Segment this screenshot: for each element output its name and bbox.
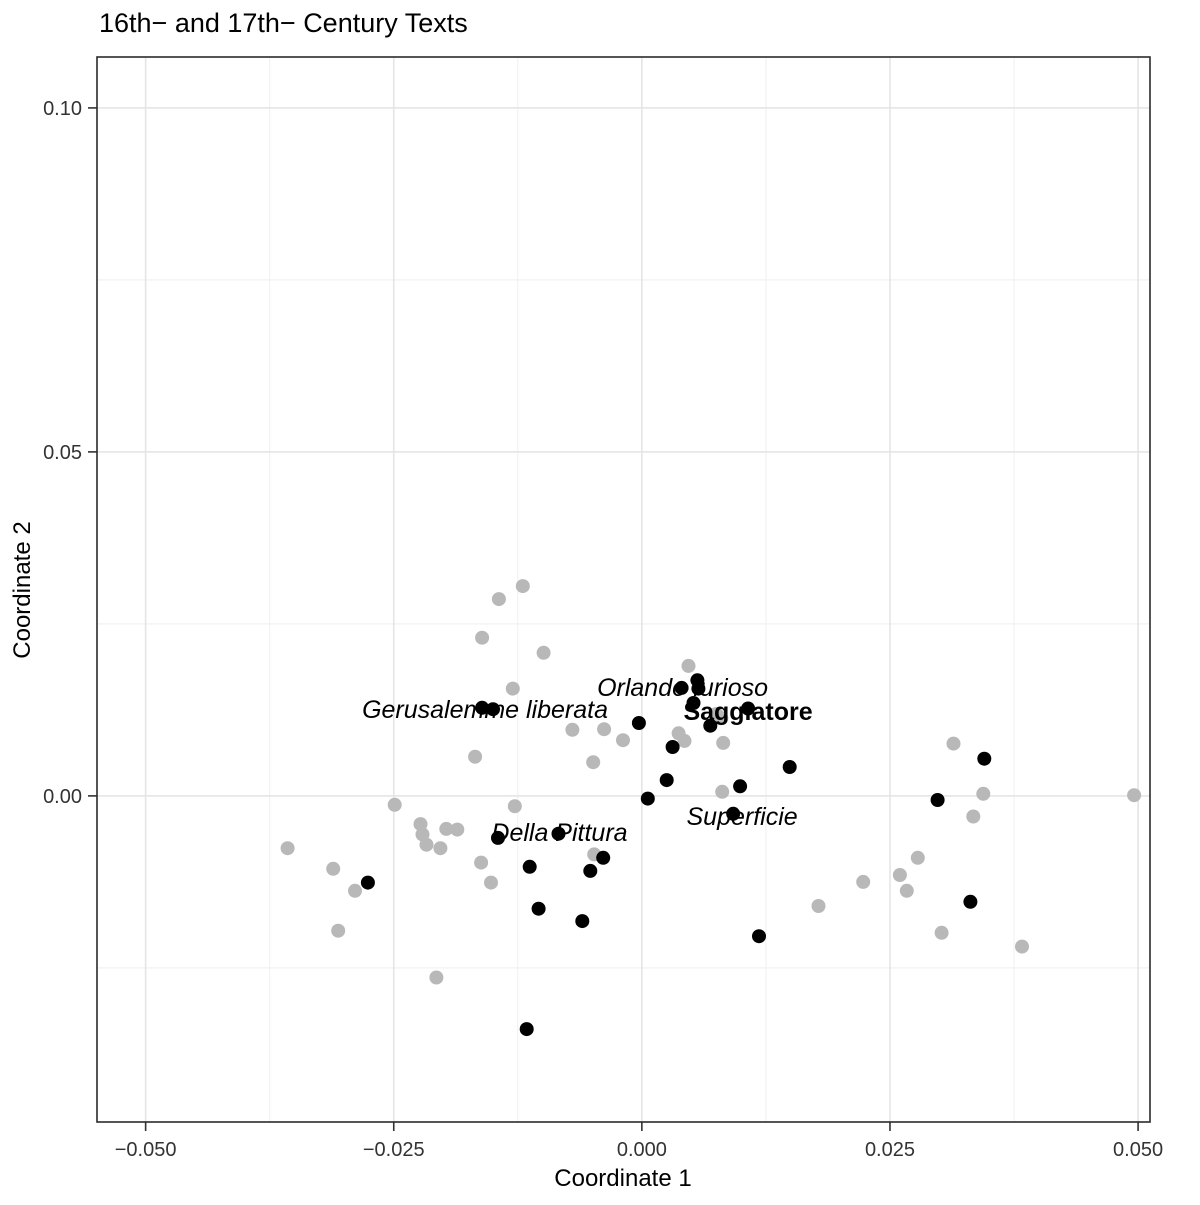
gray-texts-point bbox=[331, 923, 346, 938]
data-points bbox=[280, 579, 1142, 1037]
major-gridlines bbox=[97, 57, 1150, 1122]
gray-texts-point bbox=[714, 711, 729, 726]
black-texts-point bbox=[491, 830, 505, 845]
gray-texts-point bbox=[966, 809, 981, 824]
black-texts-point bbox=[519, 1022, 534, 1037]
minor-gridlines bbox=[97, 57, 1150, 1122]
gray-texts-point bbox=[1015, 939, 1029, 954]
black-texts-point bbox=[691, 681, 706, 696]
x-tick-label: 0.025 bbox=[865, 1139, 915, 1161]
y-tick-label: 0.05 bbox=[43, 442, 82, 464]
black-texts-point bbox=[659, 773, 674, 788]
gray-texts-point bbox=[474, 855, 489, 870]
gray-texts-point bbox=[899, 883, 914, 898]
text-label: Saggiatore bbox=[683, 698, 812, 726]
gray-texts-point bbox=[892, 868, 907, 882]
text-label: Della Pittura bbox=[491, 819, 627, 847]
black-texts-point bbox=[977, 751, 992, 766]
black-texts-point bbox=[703, 718, 718, 733]
gray-texts-point bbox=[1127, 788, 1142, 803]
gray-texts-point bbox=[433, 841, 448, 856]
gray-texts-point bbox=[681, 658, 696, 673]
gray-texts-point bbox=[811, 899, 826, 913]
gray-texts-point bbox=[946, 736, 961, 751]
text-label: Gerusalemme liberata bbox=[362, 696, 608, 724]
y-tick-label: 0.00 bbox=[43, 786, 82, 808]
black-texts-point bbox=[596, 850, 611, 865]
x-tick-label: 0.050 bbox=[1113, 1139, 1163, 1161]
black-texts-point bbox=[665, 740, 680, 754]
x-tick-label: −0.050 bbox=[115, 1139, 177, 1161]
y-tick-label: 0.10 bbox=[43, 98, 82, 120]
gray-texts-point bbox=[475, 630, 490, 645]
black-texts-point bbox=[741, 701, 756, 716]
text-label: Superficie bbox=[687, 803, 798, 831]
black-texts-point bbox=[631, 716, 646, 730]
chart-title: 16th− and 17th− Century Texts bbox=[99, 8, 468, 38]
gray-texts-point bbox=[468, 749, 483, 764]
black-texts-point bbox=[551, 826, 566, 841]
black-texts-point bbox=[522, 859, 537, 874]
gray-texts-point bbox=[677, 733, 692, 748]
gray-texts-point bbox=[450, 822, 465, 837]
gray-texts-point bbox=[616, 733, 630, 748]
gray-texts-point bbox=[515, 579, 530, 594]
gray-texts-point bbox=[934, 925, 949, 940]
gray-texts-point bbox=[326, 861, 341, 876]
x-tick-label: −0.025 bbox=[363, 1139, 425, 1161]
black-texts-point bbox=[640, 791, 655, 806]
gray-texts-point bbox=[910, 850, 925, 865]
gray-texts-point bbox=[856, 874, 871, 889]
gray-texts-point bbox=[565, 722, 580, 737]
gray-texts-point bbox=[716, 735, 731, 750]
gray-texts-point bbox=[597, 722, 612, 737]
black-texts-point bbox=[963, 894, 978, 909]
black-texts-point bbox=[930, 793, 945, 807]
black-texts-point bbox=[583, 863, 598, 878]
gray-texts-point bbox=[976, 786, 991, 801]
black-texts-point bbox=[782, 760, 797, 774]
black-texts-point bbox=[531, 901, 546, 916]
black-texts-point bbox=[752, 929, 766, 944]
gray-texts-point bbox=[439, 821, 454, 836]
gray-texts-point bbox=[429, 970, 444, 985]
x-tick-label: 0.000 bbox=[617, 1139, 667, 1161]
axis-ticks bbox=[88, 107, 1139, 1131]
black-texts-point bbox=[575, 914, 590, 929]
black-texts-point bbox=[674, 680, 689, 695]
black-texts-point bbox=[733, 779, 748, 794]
gray-texts-point bbox=[586, 755, 601, 770]
axis-tick-labels: −0.050 −0.025 0.000 0.025 0.050 0.00 0.05 0.10 bbox=[43, 98, 1163, 1161]
y-axis-title: Coordinate 2 bbox=[9, 521, 36, 658]
gray-texts-point bbox=[715, 784, 730, 799]
black-texts-point bbox=[726, 806, 741, 821]
panel-border bbox=[96, 56, 1151, 1123]
gray-texts-point bbox=[387, 797, 402, 812]
black-texts-point bbox=[475, 700, 490, 715]
black-texts-point bbox=[360, 875, 375, 890]
gray-texts-point bbox=[507, 799, 522, 814]
text-label: Orlando furioso bbox=[597, 674, 768, 702]
gray-texts-point bbox=[348, 883, 362, 898]
x-axis-title: Coordinate 1 bbox=[554, 1165, 691, 1192]
gray-texts-point bbox=[280, 841, 295, 856]
gray-texts-point bbox=[505, 681, 520, 696]
black-texts-point bbox=[486, 702, 500, 717]
gray-texts-point bbox=[536, 645, 551, 660]
gray-texts-point bbox=[419, 837, 434, 852]
gray-texts-point bbox=[491, 592, 506, 607]
black-texts-point bbox=[686, 696, 701, 710]
gray-texts-point bbox=[484, 875, 498, 890]
